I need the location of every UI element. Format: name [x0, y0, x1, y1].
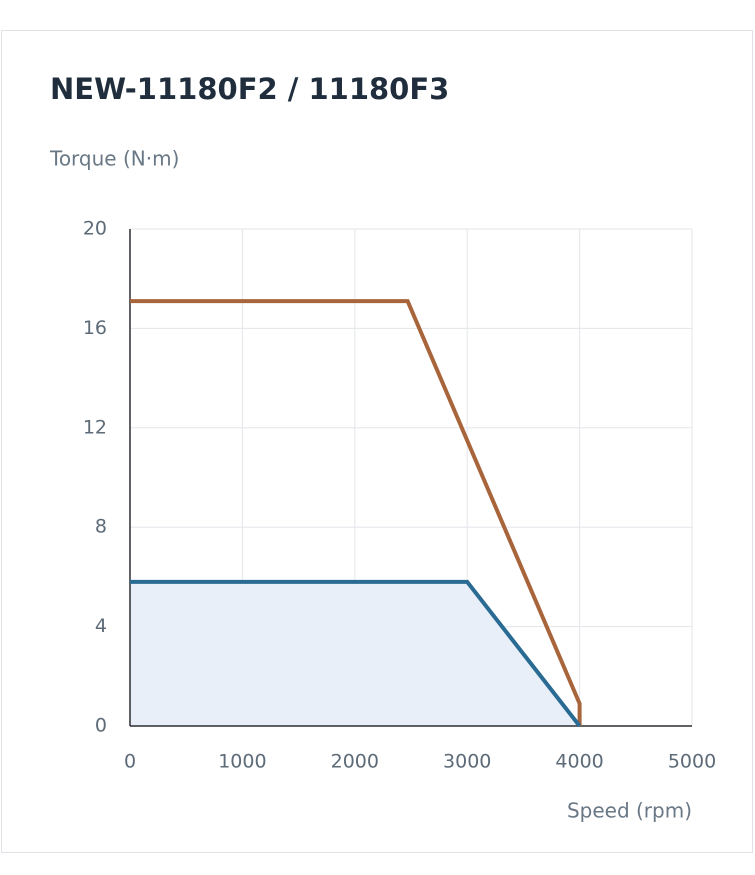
y-tick-label: 8 [95, 516, 107, 538]
x-tick-label: 3000 [443, 751, 491, 773]
x-tick-label: 2000 [331, 751, 379, 773]
y-tick-label: 12 [83, 416, 107, 438]
x-axis-label: Speed (rpm) [567, 799, 692, 823]
y-tick-label: 16 [83, 317, 107, 339]
line [130, 579, 582, 728]
x-tick-label: 1000 [218, 751, 266, 773]
chart-title: NEW-11180F2 / 11180F3 [50, 72, 449, 106]
y-axis-label: Torque (N·m) [49, 147, 179, 171]
x-tick-label: 5000 [668, 751, 716, 773]
x-tick-label: 0 [124, 751, 136, 773]
y-tick-label: 0 [95, 715, 107, 737]
y-tick-label: 4 [95, 615, 107, 637]
area [130, 581, 580, 726]
x-tick-label: 4000 [555, 751, 603, 773]
line [130, 299, 582, 726]
y-tick-label: 20 [83, 218, 107, 240]
